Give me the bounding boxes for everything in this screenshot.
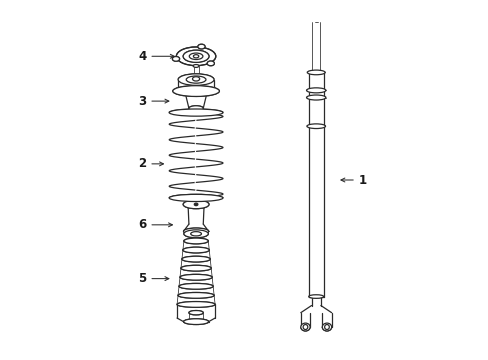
Ellipse shape [180, 274, 212, 280]
Ellipse shape [179, 283, 213, 289]
Text: 2: 2 [138, 157, 163, 170]
Ellipse shape [183, 319, 208, 324]
Ellipse shape [306, 88, 325, 93]
Ellipse shape [177, 302, 215, 307]
Ellipse shape [183, 230, 208, 238]
Ellipse shape [182, 256, 210, 262]
Ellipse shape [306, 124, 325, 129]
Ellipse shape [181, 265, 211, 271]
Ellipse shape [188, 311, 203, 315]
Text: 4: 4 [138, 50, 174, 63]
Ellipse shape [193, 64, 199, 67]
Ellipse shape [198, 44, 204, 49]
Ellipse shape [172, 57, 179, 61]
Ellipse shape [183, 238, 208, 244]
Text: 3: 3 [138, 95, 168, 108]
Ellipse shape [183, 200, 208, 209]
Ellipse shape [169, 109, 223, 116]
Ellipse shape [194, 203, 198, 206]
Ellipse shape [308, 295, 323, 298]
Ellipse shape [186, 76, 205, 83]
Ellipse shape [306, 95, 325, 100]
Ellipse shape [193, 55, 198, 58]
Ellipse shape [178, 293, 214, 298]
Ellipse shape [169, 194, 223, 202]
Ellipse shape [188, 106, 203, 111]
Text: 5: 5 [138, 272, 168, 285]
Ellipse shape [178, 74, 214, 85]
Ellipse shape [190, 231, 201, 236]
Ellipse shape [189, 53, 203, 59]
Ellipse shape [176, 47, 215, 66]
Ellipse shape [300, 323, 309, 331]
Ellipse shape [207, 61, 214, 66]
Ellipse shape [183, 50, 208, 62]
Ellipse shape [322, 323, 331, 331]
Ellipse shape [192, 77, 199, 81]
Ellipse shape [183, 228, 208, 234]
Text: 6: 6 [138, 218, 172, 231]
Ellipse shape [183, 247, 209, 253]
Text: 1: 1 [340, 174, 366, 186]
Ellipse shape [172, 86, 219, 96]
Ellipse shape [306, 70, 325, 75]
